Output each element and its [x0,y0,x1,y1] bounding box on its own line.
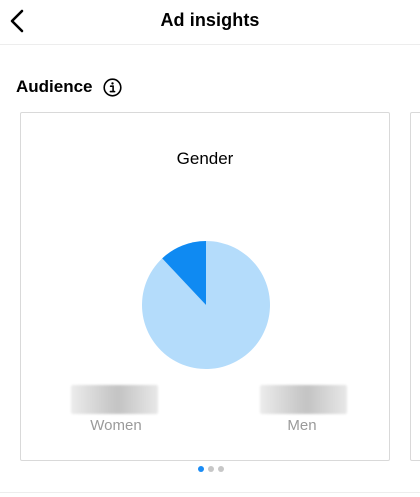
next-card-peek[interactable] [410,112,420,461]
app-header: Ad insights [0,0,420,44]
page-title: Ad insights [160,10,260,30]
gender-pie-chart [142,241,270,369]
gender-card: Gender Women Men [20,112,390,461]
back-button[interactable] [6,6,30,36]
men-value-redacted [260,385,347,414]
women-value-redacted [71,385,158,414]
gender-card-title: Gender [176,149,234,168]
pie-slice-men [162,241,206,305]
carousel-dot-3[interactable] [218,466,224,472]
audience-section-title: Audience [16,77,93,96]
carousel-dot-2[interactable] [208,466,214,472]
header-divider [0,44,420,45]
carousel-page-indicator [198,466,224,474]
bottom-divider [0,492,420,493]
legend-women-label: Women [90,417,142,434]
carousel-dot-1[interactable] [198,466,204,472]
info-icon[interactable] [103,78,122,97]
legend-men-label: Men [287,417,317,434]
chevron-left-icon [10,9,24,33]
